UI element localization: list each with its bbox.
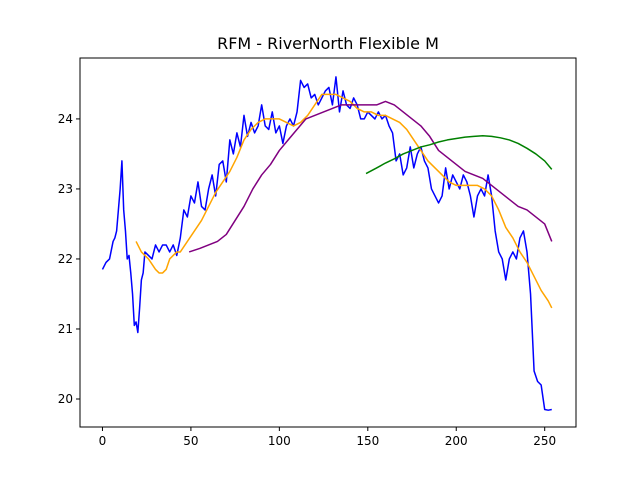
x-tick-label: 100 xyxy=(268,434,291,448)
chart-title: RFM - RiverNorth Flexible M xyxy=(217,34,439,53)
y-tick-label: 22 xyxy=(58,252,73,266)
x-tick-label: 50 xyxy=(183,434,198,448)
series-line-2 xyxy=(135,93,553,309)
y-tick-label: 24 xyxy=(58,112,73,126)
series-line-4 xyxy=(365,134,553,175)
plot-frame xyxy=(79,57,577,428)
x-tick-label: 200 xyxy=(445,434,468,448)
y-tick-label: 21 xyxy=(58,322,73,336)
series-line-3 xyxy=(188,100,553,253)
x-tick-label: 0 xyxy=(99,434,107,448)
x-tick-label: 250 xyxy=(533,434,556,448)
y-tick-label: 23 xyxy=(58,182,73,196)
x-tick-label: 150 xyxy=(356,434,379,448)
series-line-1 xyxy=(101,76,552,411)
axes-layer: 0 50 100 150 200 250 20 21 22 23 24 xyxy=(58,57,577,448)
series-layer xyxy=(101,76,553,411)
y-tick-label: 20 xyxy=(58,392,73,406)
